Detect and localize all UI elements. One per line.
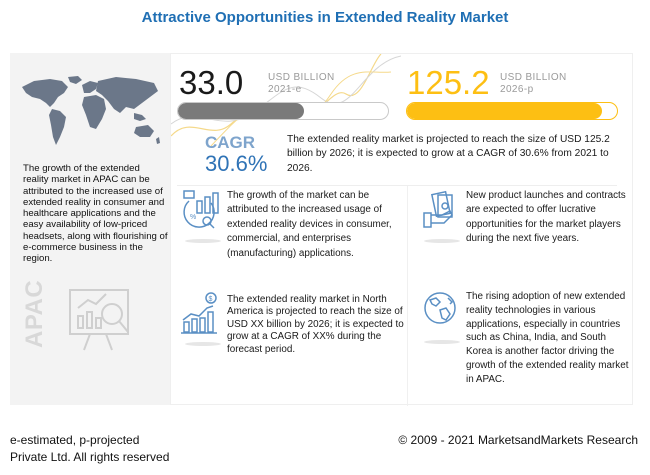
highlight-text: The extended reality market in North Ame… [227, 294, 404, 355]
world-map-icon [22, 76, 160, 145]
highlight-text: The growth of the market can be attribut… [227, 190, 392, 259]
analytics-icon: % [183, 190, 219, 229]
projected-unit: USD BILLION [500, 72, 567, 83]
column-divider [407, 186, 408, 406]
presentation-chart-icon [69, 289, 129, 351]
current-unit: USD BILLION [268, 72, 335, 83]
svg-text:$: $ [209, 296, 213, 303]
footer-left: e-estimated, p-projected Private Ltd. Al… [10, 432, 169, 465]
icon-shadow [185, 239, 221, 243]
current-value-bar-fill [178, 103, 304, 119]
market-summary-card: 33.0 USD BILLION 2021-e 125.2 USD BILLIO… [170, 53, 633, 406]
highlight-text: New product launches and contracts are e… [466, 190, 626, 245]
money-hand-icon [423, 190, 453, 228]
projected-year: 2026-p [500, 84, 534, 95]
current-value-bar [177, 102, 389, 120]
section-divider [177, 185, 617, 186]
apac-panel: The growth of the extended reality marke… [10, 53, 170, 405]
estimate-legend: e-estimated, p-projected [10, 433, 140, 447]
current-year: 2021-e [268, 84, 302, 95]
growth-dollar-icon: $ [181, 292, 217, 334]
current-market-value: 33.0 [179, 64, 244, 101]
projected-market-value: 125.2 [407, 64, 490, 101]
projected-value-bar-fill [407, 103, 603, 119]
rights-reserved: Private Ltd. All rights reserved [10, 449, 170, 464]
copyright: © 2009 - 2021 MarketsandMarkets Research [398, 433, 638, 447]
svg-text:%: % [190, 214, 196, 221]
page-title: Attractive Opportunities in Extended Rea… [141, 9, 509, 26]
cagr-label: CAGR [205, 133, 256, 152]
cagr-value: 30.6% [205, 151, 268, 176]
region-label: APAC [21, 279, 48, 348]
cagr-description: The extended reality market is projected… [287, 134, 610, 174]
highlight-text: The rising adoption of new extended real… [466, 291, 629, 385]
projected-value-bar [406, 102, 618, 120]
icon-shadow [424, 340, 460, 344]
icon-shadow [424, 239, 460, 243]
globe-icon [424, 292, 456, 324]
icon-shadow [185, 342, 221, 346]
apac-description: The growth of the extended reality marke… [23, 163, 168, 265]
